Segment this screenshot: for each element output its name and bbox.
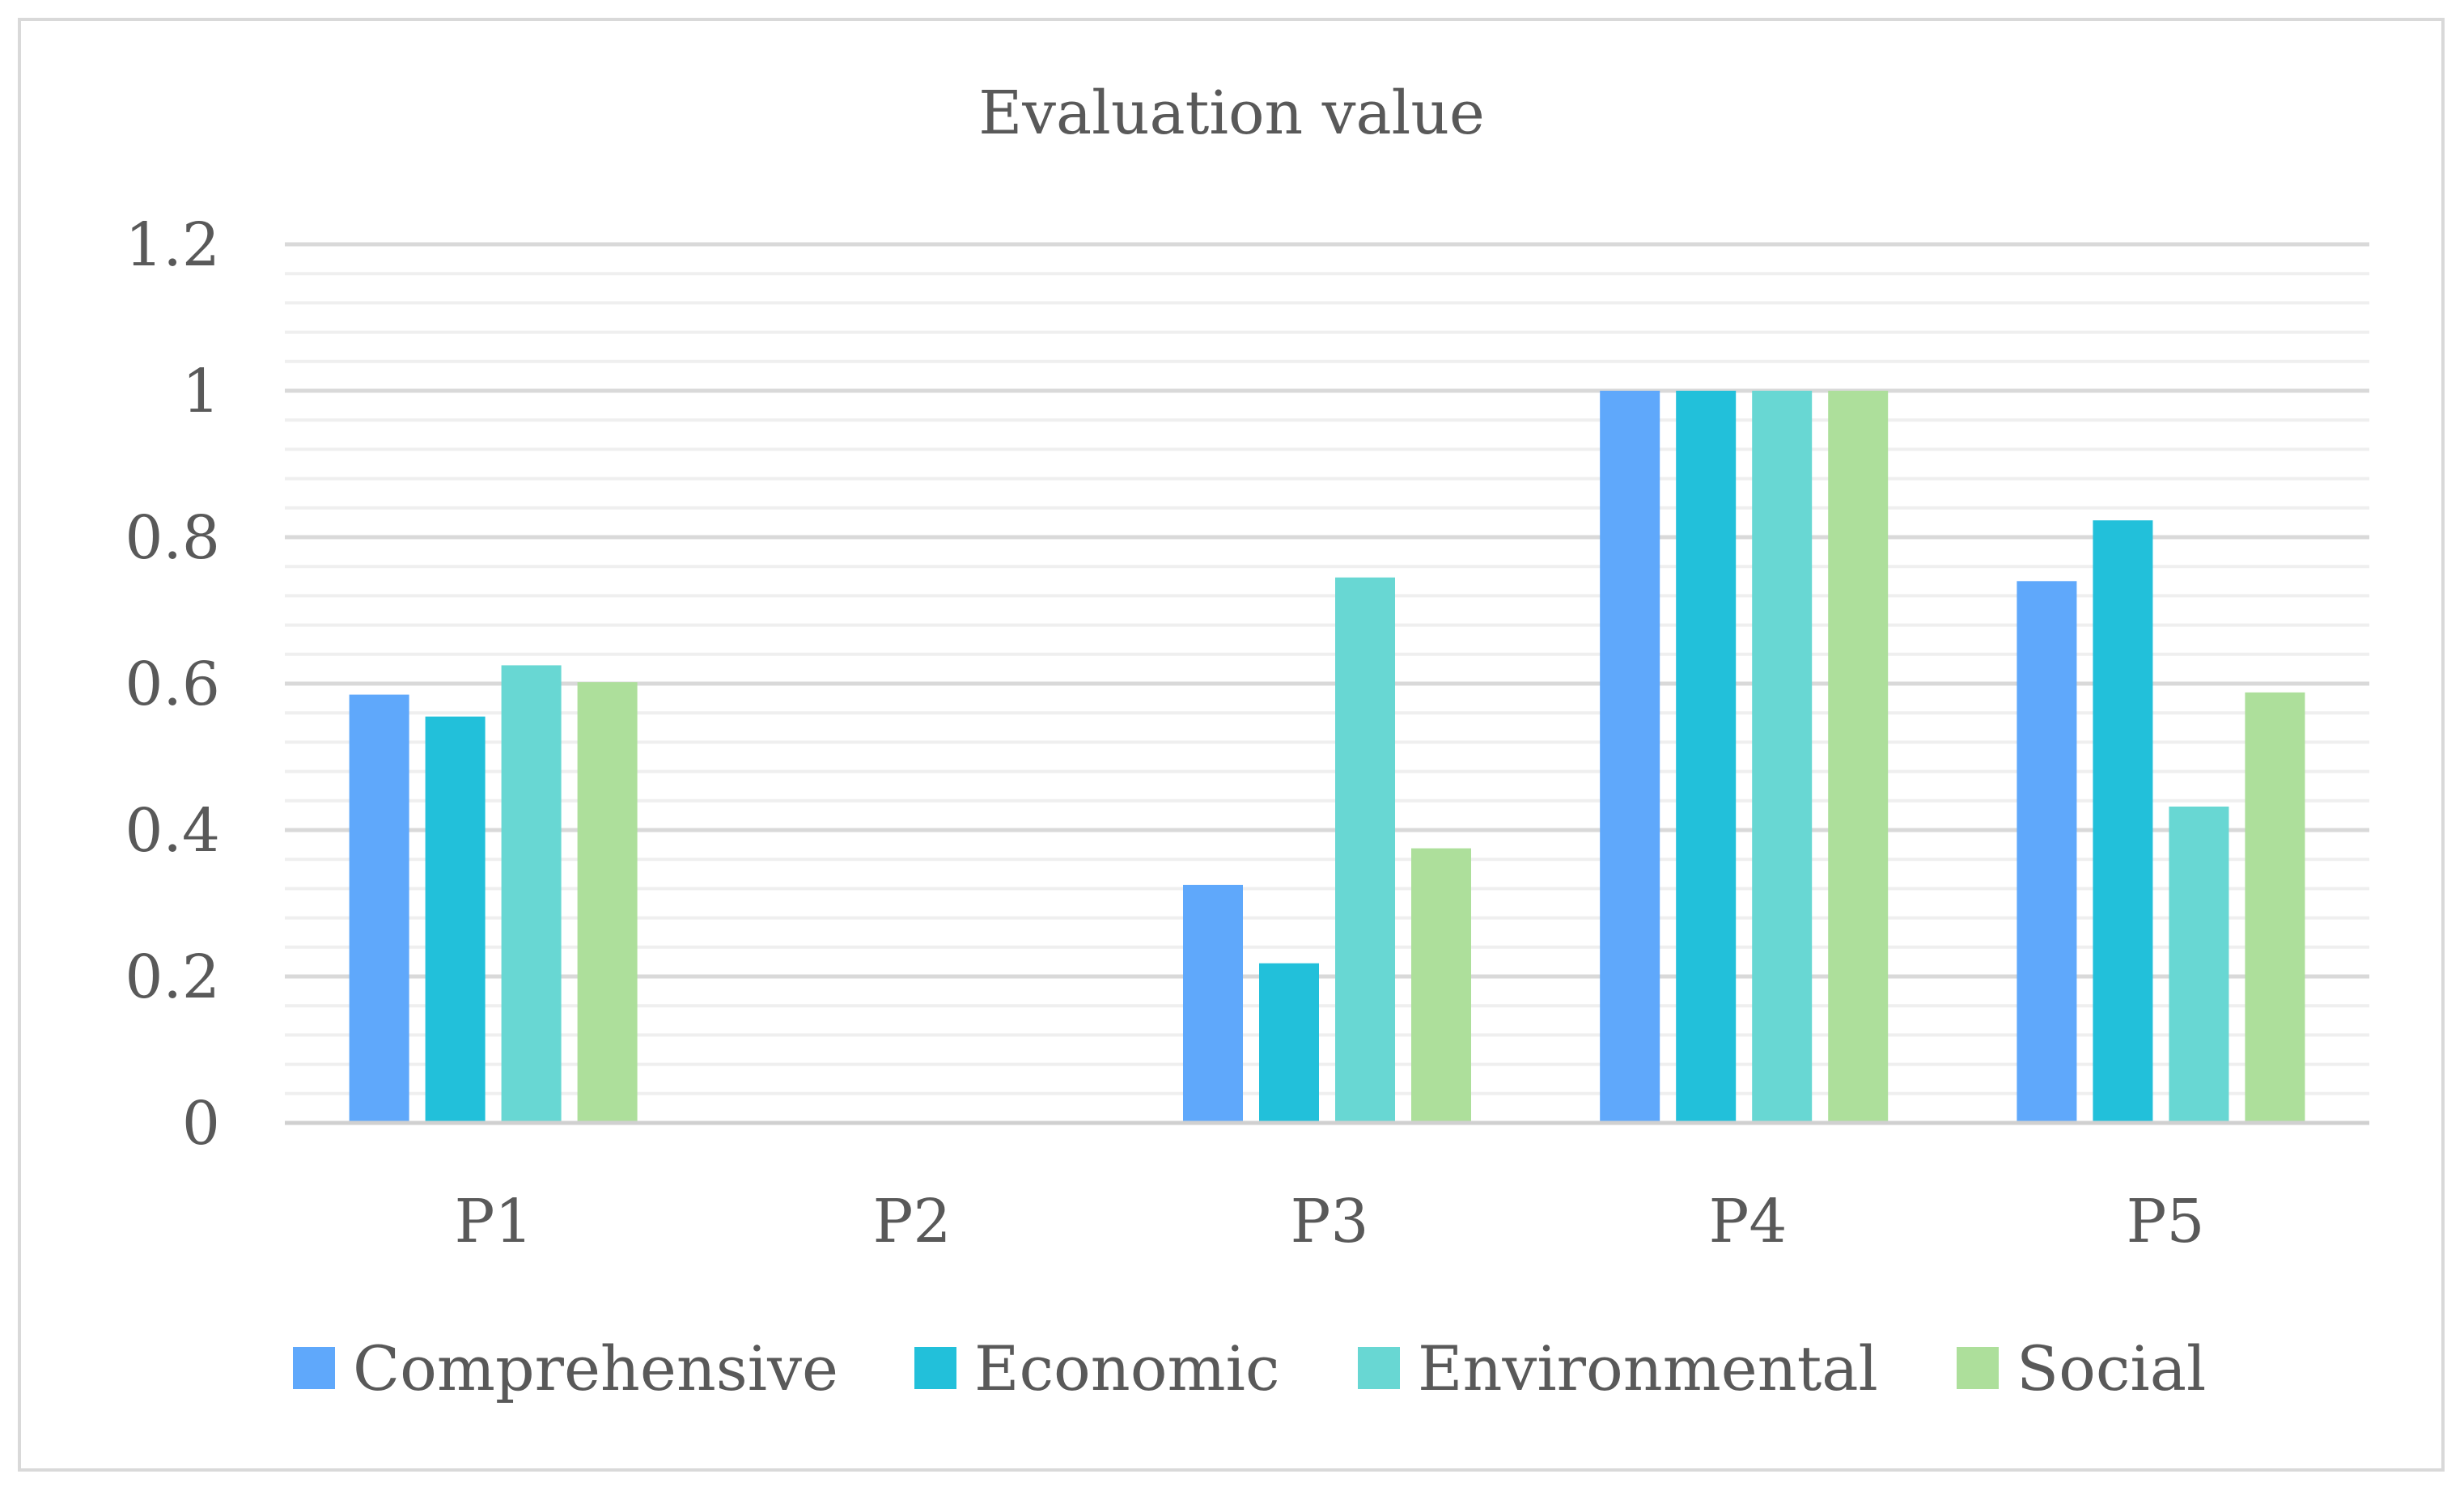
bar-p5-comprehensive (2017, 581, 2077, 1123)
legend-swatch-economic (914, 1347, 956, 1389)
bar-p3-environmental (1335, 577, 1395, 1123)
legend-label-economic: Economic (974, 1332, 1279, 1404)
legend-label-environmental: Environmental (1418, 1332, 1878, 1404)
legend-label-social: Social (2017, 1332, 2206, 1404)
y-axis-tick-labels: 0 0.2 0.4 0.6 0.8 1 1.2 (125, 210, 220, 1158)
legend-swatch-environmental (1358, 1347, 1400, 1389)
legend-swatch-comprehensive (293, 1347, 335, 1389)
bar-p5-economic (2093, 520, 2153, 1123)
bar-p3-economic (1259, 963, 1319, 1123)
bar-p4-social (1828, 391, 1889, 1123)
y-tick-label: 1 (182, 357, 220, 426)
bar-p1-social (577, 682, 638, 1123)
legend-label-comprehensive: Comprehensive (353, 1332, 838, 1404)
y-tick-label: 1.2 (125, 210, 220, 280)
bars (349, 391, 2305, 1123)
y-tick-label: 0.2 (125, 942, 220, 1012)
x-tick-label: P5 (2127, 1187, 2205, 1256)
x-tick-label: P3 (1291, 1187, 1369, 1256)
y-tick-label: 0.6 (125, 650, 220, 719)
x-tick-label: P4 (1709, 1187, 1788, 1256)
bar-p5-environmental (2169, 807, 2229, 1123)
bar-p4-environmental (1752, 391, 1813, 1123)
x-tick-label: P1 (455, 1187, 533, 1256)
chart-title: Evaluation value (978, 78, 1485, 148)
legend-swatch-social (1957, 1347, 1999, 1389)
bar-p1-economic (425, 716, 486, 1123)
x-tick-label: P2 (873, 1187, 952, 1256)
bar-p4-comprehensive (1600, 391, 1660, 1123)
x-axis-tick-labels: P1 P2 P3 P4 P5 (455, 1187, 2205, 1256)
bar-p1-environmental (501, 665, 562, 1123)
bar-p3-social (1411, 848, 1471, 1123)
bar-p4-economic (1676, 391, 1737, 1123)
y-tick-label: 0 (182, 1089, 220, 1158)
y-tick-label: 0.4 (125, 796, 220, 866)
bar-p5-social (2245, 692, 2305, 1123)
bar-p1-comprehensive (349, 694, 409, 1123)
y-tick-label: 0.8 (125, 503, 220, 573)
legend: Comprehensive Economic Environmental Soc… (293, 1332, 2206, 1404)
bar-p3-comprehensive (1183, 884, 1243, 1123)
